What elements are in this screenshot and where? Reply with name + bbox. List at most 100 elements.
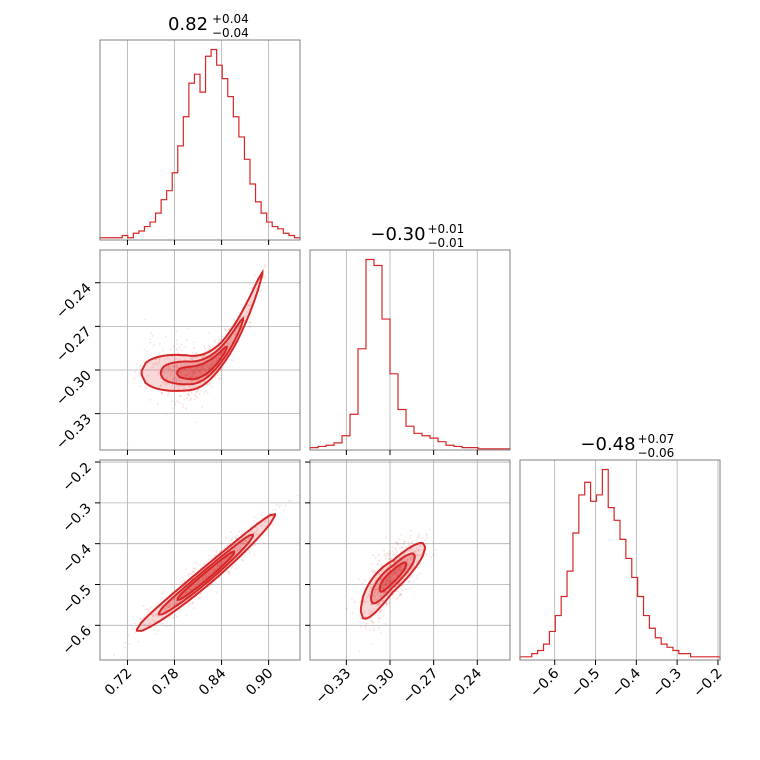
sample-point <box>248 321 251 324</box>
sample-point <box>200 566 203 569</box>
sample-point <box>419 554 422 557</box>
sample-point <box>133 377 136 380</box>
sample-point <box>386 578 389 581</box>
sample-point <box>151 334 154 337</box>
sample-point <box>162 381 165 384</box>
sample-point <box>401 585 404 588</box>
sample-point <box>184 592 187 595</box>
sample-point <box>113 653 116 656</box>
sample-point <box>178 395 181 398</box>
sample-point <box>253 544 256 547</box>
scatter-panel-0-1: −0.33−0.30−0.27−0.24 <box>53 232 301 455</box>
sample-point <box>383 586 386 589</box>
sample-point <box>399 556 402 559</box>
sample-point <box>171 370 174 373</box>
sample-point <box>199 369 202 372</box>
sample-point <box>392 553 395 556</box>
sample-point <box>416 574 419 577</box>
sample-point <box>179 365 182 368</box>
sample-point <box>370 619 373 622</box>
sample-point <box>172 379 175 382</box>
sample-point <box>376 587 379 590</box>
sample-point <box>244 315 247 318</box>
tick-label-y: −0.30 <box>53 368 95 410</box>
tick-label-x: −0.4 <box>609 665 644 700</box>
sample-point <box>394 572 397 575</box>
sample-point <box>375 585 378 588</box>
sample-point <box>405 559 408 562</box>
sample-point <box>384 583 387 586</box>
sample-point <box>175 339 178 342</box>
sample-point <box>194 561 197 564</box>
sample-point <box>406 558 409 561</box>
sample-point <box>358 650 361 653</box>
sample-point <box>385 580 388 583</box>
sample-point <box>394 547 397 550</box>
sample-point <box>345 607 348 610</box>
sample-point <box>415 547 418 550</box>
sample-point <box>273 232 275 234</box>
sample-point <box>192 372 195 375</box>
sample-point <box>378 617 381 620</box>
sample-point <box>189 374 192 377</box>
axes-frame <box>99 39 301 241</box>
sample-point <box>190 391 193 394</box>
sample-point <box>176 364 179 367</box>
sample-point <box>404 588 407 591</box>
sample-point <box>228 572 231 575</box>
sample-point <box>195 356 198 359</box>
sample-point <box>137 374 140 377</box>
sample-point <box>385 536 388 539</box>
sample-point <box>191 375 194 378</box>
sample-point <box>400 546 403 549</box>
sample-point <box>201 366 204 369</box>
sample-point <box>266 520 269 523</box>
sample-point <box>150 622 153 625</box>
sample-point <box>209 363 212 366</box>
sample-point <box>165 609 168 612</box>
sample-point <box>390 576 393 579</box>
sample-point <box>196 378 199 381</box>
sample-point <box>364 601 367 604</box>
sample-point <box>386 580 389 583</box>
sample-point <box>153 628 156 631</box>
sample-point <box>372 626 375 629</box>
sample-point <box>202 576 205 579</box>
sample-point <box>399 569 402 572</box>
sample-point <box>372 598 375 601</box>
sample-point <box>147 610 150 613</box>
sample-point <box>164 384 167 387</box>
sample-point <box>192 567 195 570</box>
sample-point <box>367 595 370 598</box>
title-minus-error: −0.06 <box>638 446 675 460</box>
sample-point <box>381 594 384 597</box>
sample-point <box>262 276 265 279</box>
sample-point <box>183 592 186 595</box>
sample-point <box>385 583 388 586</box>
tick-label-x: 0.84 <box>196 665 229 698</box>
sample-point <box>176 385 179 388</box>
sample-point <box>279 504 282 507</box>
sample-point <box>169 603 172 606</box>
histogram-step-line <box>309 258 511 450</box>
sample-point <box>174 358 177 361</box>
sample-point <box>389 578 392 581</box>
sample-point <box>255 530 258 533</box>
sample-point <box>205 575 208 578</box>
sample-point <box>212 568 215 571</box>
axes-frame <box>309 249 511 451</box>
sample-point <box>398 568 401 571</box>
sample-point <box>173 365 176 368</box>
sample-point <box>175 376 178 379</box>
sample-point <box>221 561 224 564</box>
sample-point <box>369 576 372 579</box>
sample-point <box>183 375 186 378</box>
sample-point <box>367 609 370 612</box>
sample-point <box>177 366 180 369</box>
sample-point <box>374 571 377 574</box>
sample-point <box>200 366 203 369</box>
sample-point <box>210 362 213 365</box>
sample-point <box>384 590 387 593</box>
sample-point <box>375 599 378 602</box>
sample-point <box>372 594 375 597</box>
